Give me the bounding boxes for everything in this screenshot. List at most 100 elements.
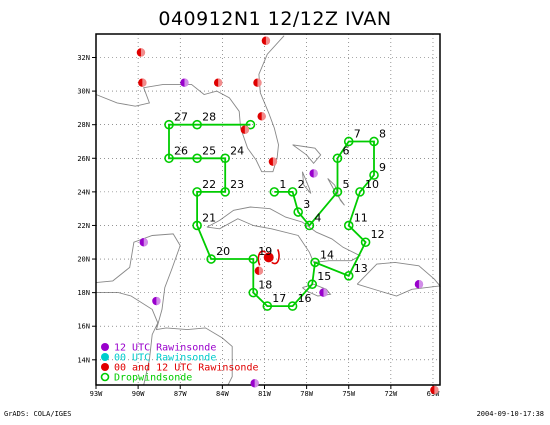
chart-title: 040912N1 12/12Z IVAN <box>158 8 392 30</box>
dropwindsonde-point <box>164 119 174 130</box>
dropwindsonde-label: 26 <box>174 144 188 157</box>
dropwindsonde-point <box>248 287 259 298</box>
legend-marker <box>101 343 109 351</box>
legend-label: Dropwindsonde <box>114 373 192 384</box>
lat-tick-label: 30N <box>77 88 90 96</box>
dropwindsonde-label: 9 <box>379 161 386 174</box>
lon-tick-label: 78W <box>300 390 313 398</box>
dropwindsonde-label: 7 <box>354 127 361 140</box>
dropwindsonde-point <box>220 187 230 197</box>
dropwindsonde-point <box>192 153 202 164</box>
rawinsonde-stations <box>136 36 439 395</box>
dropwindsonde-label: 13 <box>354 262 368 275</box>
lon-tick-label: 75W <box>342 390 355 398</box>
dropwindsonde-point <box>293 207 303 217</box>
hurricane-arm-icon <box>257 250 267 266</box>
lat-lon-grid <box>95 34 440 385</box>
dropwindsonde-point <box>310 257 320 268</box>
rawinsonde-highlight <box>156 296 161 306</box>
lat-tick-label: 20N <box>77 256 90 264</box>
rawinsonde-highlight <box>143 238 148 247</box>
dropwindsonde-point <box>332 153 343 164</box>
dropwindsonde-label: 2 <box>298 178 305 191</box>
dropwindsonde-label: 8 <box>379 127 386 140</box>
dropwindsonde-label: 15 <box>317 270 331 283</box>
lon-tick-label: 87W <box>174 390 187 398</box>
footer-credit: GrADS: COLA/IGES <box>4 410 72 418</box>
rawinsonde-highlight <box>261 112 266 121</box>
rawinsonde-highlight <box>142 78 147 87</box>
dropwindsonde-label: 11 <box>354 211 368 224</box>
dropwindsonde-point <box>369 136 379 147</box>
legend-marker <box>101 353 109 361</box>
lat-tick-label: 14N <box>77 356 90 364</box>
rawinsonde-highlight <box>265 36 271 45</box>
dropwindsonde-label: 16 <box>298 292 312 305</box>
dropwindsonde-point <box>192 220 202 231</box>
track-line <box>168 123 375 308</box>
lon-tick-label: 81W <box>258 390 271 398</box>
dropwindsonde-label: 10 <box>365 178 379 191</box>
dropwindsonde-point <box>164 153 174 164</box>
dropwindsonde-point <box>307 279 318 290</box>
hurricane-center <box>263 252 274 263</box>
lat-tick-label: 24N <box>77 188 90 196</box>
dropwindsonde-point <box>332 187 343 197</box>
dropwindsonde-point <box>304 220 315 231</box>
dropwindsonde-label: 24 <box>230 144 244 157</box>
dropwindsonde-label: 14 <box>320 248 334 261</box>
lat-tick-label: 18N <box>77 289 90 297</box>
rawinsonde-highlight <box>140 48 146 57</box>
lat-tick-label: 32N <box>77 54 90 62</box>
dropwindsonde-point <box>287 301 298 311</box>
rawinsonde-highlight <box>244 125 250 134</box>
storm-symbol <box>257 249 280 266</box>
dropwindsonde-point <box>343 136 354 147</box>
dropwindsonde-label: 4 <box>314 211 321 224</box>
dropwindsonde-label: 3 <box>303 198 310 211</box>
rawinsonde-highlight <box>254 379 259 388</box>
dropwindsonde-point <box>220 153 230 164</box>
dropwindsonde-label: 23 <box>230 178 244 191</box>
dropwindsonde-label: 21 <box>202 211 216 224</box>
legend-marker <box>101 363 109 371</box>
dropwindsonde-point <box>369 170 379 180</box>
dropwindsonde-point <box>192 119 202 130</box>
dropwindsonde-label: 17 <box>272 292 286 305</box>
dropwindsonde-label: 6 <box>343 144 350 157</box>
legend-label: 00 and 12 UTC Rawinsonde <box>114 363 259 374</box>
rawinsonde-highlight <box>418 280 424 289</box>
rawinsonde-highlight <box>313 169 318 178</box>
rawinsonde-highlight <box>323 288 328 297</box>
footer-timestamp: 2004-09-10-17:38 <box>476 410 544 418</box>
dropwindsonde-label: 22 <box>202 178 216 191</box>
dropwindsonde-point <box>269 187 280 197</box>
lat-tick-label: 28N <box>77 121 90 129</box>
lon-tick-label: 84W <box>216 390 229 398</box>
rawinsonde-highlight <box>258 266 264 275</box>
dropwindsonde-point <box>192 187 202 197</box>
dropwindsonde-point <box>343 220 354 231</box>
dropwindsonde-label: 5 <box>343 178 350 191</box>
legend-label: 12 UTC Rawinsonde <box>114 343 216 354</box>
hurricane-arm-icon <box>271 249 280 265</box>
rawinsonde-highlight <box>434 385 439 395</box>
dropwindsonde-point <box>360 237 371 248</box>
lon-tick-label: 90W <box>132 390 145 398</box>
dropwindsonde-point <box>287 187 298 197</box>
rawinsonde-highlight <box>218 78 223 87</box>
dropwindsonde-point <box>355 187 365 197</box>
dropwindsonde-point <box>262 301 273 311</box>
rawinsonde-highlight <box>257 78 262 87</box>
lon-tick-label: 93W <box>90 390 103 398</box>
dropwindsonde-label: 20 <box>216 245 230 258</box>
lat-tick-label: 26N <box>77 155 90 163</box>
land-outlines <box>95 35 441 386</box>
dropwindsonde-point <box>245 119 256 130</box>
dropwindsonde-label: 18 <box>258 279 272 292</box>
dropwindsonde-label: 19 <box>258 245 272 258</box>
map-frame <box>95 33 441 386</box>
dropwindsonde-point <box>343 271 354 281</box>
